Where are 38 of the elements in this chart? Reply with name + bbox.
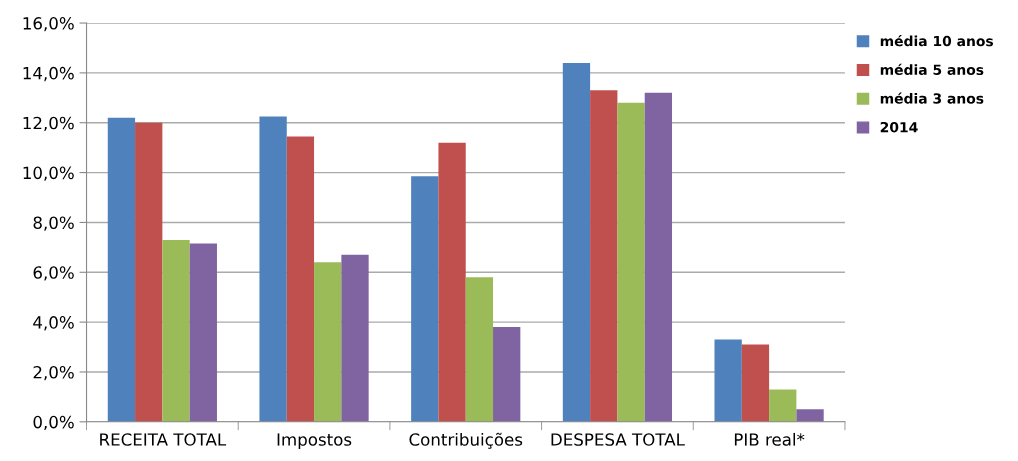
bar — [714, 339, 742, 422]
y-tick-label: 4,0% — [33, 316, 74, 331]
x-tick-label: DESPESA TOTAL — [551, 433, 685, 446]
x-tick-label: Contribuições — [409, 432, 523, 449]
x-tick-label: RECEITA TOTAL — [100, 433, 227, 446]
bar — [741, 344, 770, 422]
bar — [341, 254, 369, 422]
x-tick-label: PIB real* — [734, 432, 805, 446]
bar — [562, 62, 591, 422]
legend-label: média 10 anos — [880, 34, 994, 47]
bar — [107, 117, 136, 422]
legend-label: 2014 — [880, 121, 918, 133]
bar — [438, 142, 466, 422]
bar — [259, 116, 287, 422]
bar — [769, 389, 797, 422]
bar — [189, 243, 217, 422]
bar — [796, 409, 824, 422]
bar — [411, 176, 439, 422]
y-tick-label: 12,0% — [23, 116, 74, 132]
bar — [617, 102, 645, 422]
y-tick-label: 10,0% — [23, 166, 74, 181]
y-tick-label: 6,0% — [33, 266, 74, 281]
legend-label: média 3 anos — [880, 92, 984, 104]
legend-label: média 5 anos — [880, 63, 984, 76]
bar — [644, 92, 673, 422]
bar — [135, 122, 163, 422]
bar — [286, 136, 315, 422]
bar — [465, 277, 494, 422]
x-tick-label: Impostos — [277, 433, 352, 450]
y-tick-label: 0,0% — [33, 415, 74, 431]
bar — [493, 327, 521, 422]
bar — [162, 239, 190, 422]
bar — [590, 90, 618, 422]
y-tick-label: 2,0% — [33, 365, 74, 381]
y-tick-label: 16,0% — [23, 17, 74, 32]
bar — [314, 262, 342, 422]
y-tick-label: 14,0% — [23, 66, 74, 82]
y-tick-label: 8,0% — [33, 216, 74, 231]
